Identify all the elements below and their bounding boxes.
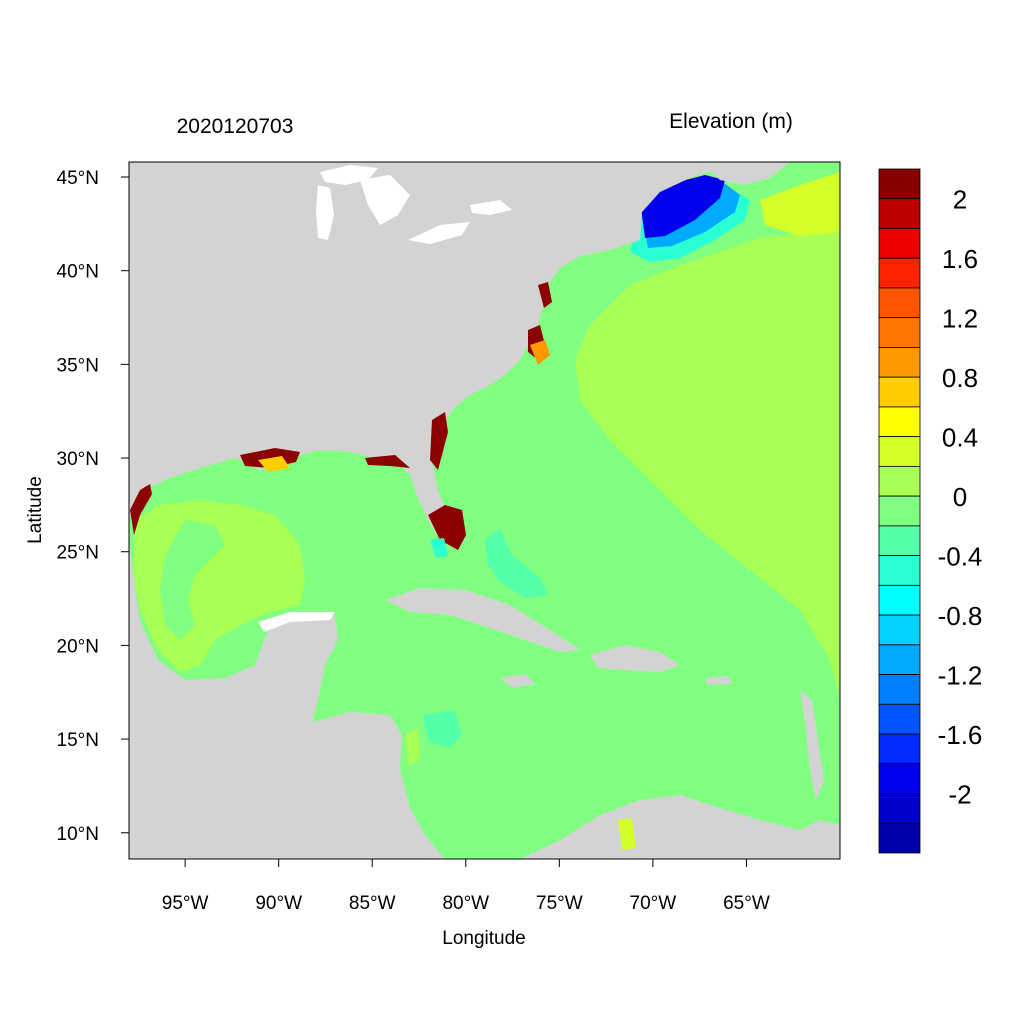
colorbar-segment xyxy=(878,257,921,289)
land-lesser-antilles xyxy=(800,690,824,800)
colorbar-segment xyxy=(878,822,921,854)
lake-ontario xyxy=(470,200,512,215)
y-tick-label: 30°N xyxy=(57,449,99,470)
y-tick-label: 15°N xyxy=(57,730,99,751)
colorbar-segment xyxy=(878,347,921,378)
y-axis-ticks: 45°N 40°N 35°N 30°N 25°N 20°N 15°N 10°N xyxy=(57,168,129,845)
colorbar-label: -1.6 xyxy=(938,720,983,750)
land-puerto-rico xyxy=(705,676,732,685)
colorbar-label: 0.4 xyxy=(942,423,978,453)
colorbar-segment xyxy=(878,406,921,438)
land-cuba xyxy=(385,588,580,652)
colorbar-segment xyxy=(878,495,921,527)
caribbean-negative-patch xyxy=(423,710,462,748)
florida-high-anomaly xyxy=(428,505,466,550)
carolina-orange-anomaly xyxy=(530,340,550,365)
map-panel xyxy=(129,162,840,859)
x-tick-label: 90°W xyxy=(255,893,302,914)
variable-label: Elevation (m) xyxy=(669,110,793,133)
colorbar-segment xyxy=(878,525,921,557)
ocean-positive-east xyxy=(575,228,840,700)
colorbar-label: -2 xyxy=(948,780,971,810)
colorbar-segment xyxy=(878,733,921,765)
georgia-high-anomaly xyxy=(430,412,448,470)
x-tick-label: 75°W xyxy=(536,893,583,914)
colorbar-label: 0 xyxy=(953,482,967,512)
colorbar-label: 2 xyxy=(953,185,967,215)
panhandle-high-anomaly xyxy=(365,455,410,468)
yucatan-white-shelf xyxy=(258,612,335,632)
y-tick-label: 40°N xyxy=(57,262,99,283)
x-tick-label: 70°W xyxy=(630,893,677,914)
colorbar-segment xyxy=(878,376,921,408)
land-south-america xyxy=(520,795,840,859)
x-axis-label: Longitude xyxy=(442,928,525,949)
colorbar-segment xyxy=(878,555,921,586)
colorbar-labels: 2 1.6 1.2 0.8 0.4 0 -0.4 -0.8 -1.2 -1.6 -2 xyxy=(938,185,983,810)
colorbar-label: 1.2 xyxy=(942,304,978,334)
colorbar-segment xyxy=(878,465,921,497)
bahamas-negative-patch xyxy=(485,528,548,598)
y-axis-label: Latitude xyxy=(25,476,46,544)
sw-florida-negative xyxy=(430,538,448,558)
colorbar-segment xyxy=(878,644,921,675)
colorbar-segment xyxy=(878,614,921,646)
x-tick-label: 80°W xyxy=(442,893,489,914)
texas-high-anomaly xyxy=(130,484,152,535)
lake-michigan xyxy=(316,185,334,240)
positive-anomaly-ne xyxy=(760,172,840,236)
colorbar-segment xyxy=(878,198,921,229)
lake-huron xyxy=(360,175,410,225)
land-jamaica xyxy=(500,674,535,688)
colorbar-label: -0.4 xyxy=(938,542,983,572)
y-tick-label: 45°N xyxy=(57,168,99,189)
colorbar-segment xyxy=(878,317,921,348)
colorbar-segment xyxy=(878,436,921,467)
colorbar-label: -1.2 xyxy=(938,661,983,691)
colorbar-segment xyxy=(878,674,921,705)
land-maritimes xyxy=(700,162,790,185)
colorbar-segment xyxy=(878,584,921,616)
yucatan-positive-patch xyxy=(405,728,420,765)
plot-frame xyxy=(128,161,841,860)
land-mexico-central-america xyxy=(129,540,445,859)
x-axis-ticks: 95°W 90°W 85°W 80°W 75°W 70°W 65°W xyxy=(162,859,770,914)
colorbar-segment xyxy=(878,168,921,200)
y-tick-label: 10°N xyxy=(57,824,99,845)
land-hispaniola xyxy=(590,645,680,672)
colorbar-segment xyxy=(878,703,921,735)
colorbar-segment xyxy=(878,287,921,319)
y-tick-label: 25°N xyxy=(57,543,99,564)
colorbar-segment xyxy=(878,763,921,794)
colorbar-label: 0.8 xyxy=(942,363,978,393)
colorbar-label: -0.8 xyxy=(938,601,983,631)
gulf-mean-patch xyxy=(160,520,225,640)
x-tick-label: 95°W xyxy=(162,893,209,914)
y-tick-label: 35°N xyxy=(57,355,99,376)
colorbar xyxy=(878,168,921,854)
date-label: 2020120703 xyxy=(177,115,294,138)
maracaibo-patch xyxy=(618,818,636,850)
chesapeake-high-anomaly xyxy=(538,282,552,308)
y-tick-label: 20°N xyxy=(57,636,99,657)
louisiana-orange-anomaly xyxy=(258,456,290,472)
x-tick-label: 85°W xyxy=(349,893,396,914)
x-tick-label: 65°W xyxy=(723,893,770,914)
colorbar-segment xyxy=(878,228,921,259)
lake-erie xyxy=(408,222,470,244)
colorbar-label: 1.6 xyxy=(942,244,978,274)
colorbar-segment xyxy=(878,793,921,824)
